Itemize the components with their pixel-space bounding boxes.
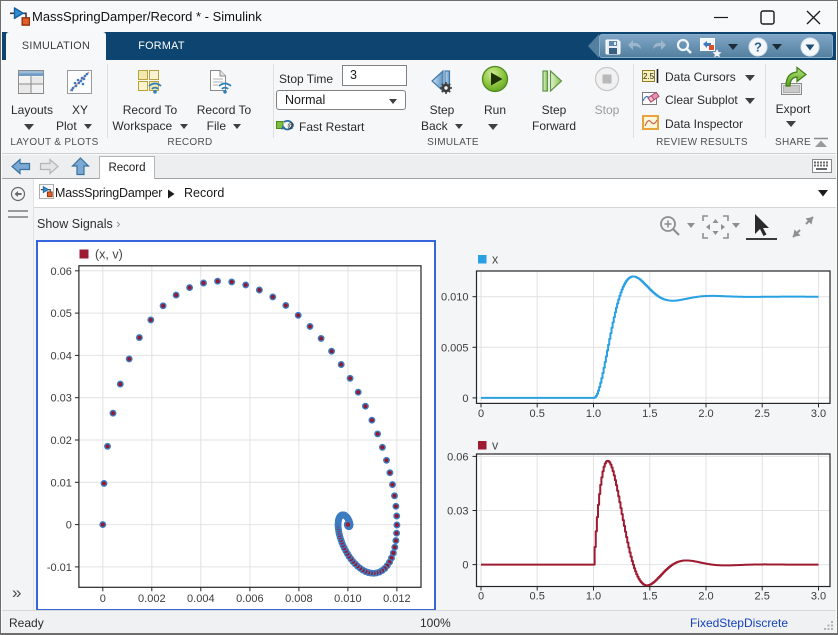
svg-text:1.5: 1.5: [642, 408, 657, 420]
svg-text:0.5: 0.5: [530, 591, 545, 603]
svg-text:0.05: 0.05: [50, 308, 71, 320]
svg-text:0: 0: [100, 593, 106, 605]
svg-text:0.02: 0.02: [50, 435, 71, 447]
svg-text:0.06: 0.06: [447, 451, 468, 463]
svg-text:1.0: 1.0: [586, 408, 601, 420]
svg-text:0.004: 0.004: [187, 593, 215, 605]
svg-text:v: v: [492, 439, 499, 453]
svg-text:0: 0: [462, 393, 468, 405]
svg-text:0: 0: [478, 591, 484, 603]
svg-text:0.03: 0.03: [447, 506, 468, 518]
svg-text:0.002: 0.002: [138, 593, 166, 605]
svg-text:0.010: 0.010: [441, 292, 469, 304]
svg-text:0: 0: [66, 520, 72, 532]
svg-text:1.0: 1.0: [586, 591, 601, 603]
svg-text:0.5: 0.5: [530, 408, 545, 420]
svg-text:0.06: 0.06: [50, 266, 71, 278]
svg-text:0.012: 0.012: [383, 593, 411, 605]
svg-text:2.0: 2.0: [698, 408, 713, 420]
svg-text:0.03: 0.03: [50, 393, 71, 405]
svg-text:x: x: [492, 253, 499, 267]
svg-text:-0.01: -0.01: [47, 562, 72, 574]
svg-text:2.0: 2.0: [698, 591, 713, 603]
svg-text:2.5: 2.5: [643, 72, 655, 81]
svg-text:2.5: 2.5: [755, 591, 770, 603]
svg-text:0.01: 0.01: [50, 477, 71, 489]
svg-text:@: @: [287, 123, 294, 130]
svg-text:0: 0: [478, 408, 484, 420]
svg-text:0.006: 0.006: [236, 593, 264, 605]
svg-text:3.0: 3.0: [811, 408, 826, 420]
svg-text:0: 0: [462, 560, 468, 572]
svg-text:?: ?: [754, 40, 762, 55]
svg-text:(x, v): (x, v): [95, 248, 123, 262]
svg-text:0.008: 0.008: [285, 593, 313, 605]
svg-text:0.005: 0.005: [441, 342, 469, 354]
svg-text:0.04: 0.04: [50, 350, 71, 362]
svg-text:2.5: 2.5: [755, 408, 770, 420]
svg-text:3.0: 3.0: [811, 591, 826, 603]
svg-text:1.5: 1.5: [642, 591, 657, 603]
svg-text:0.010: 0.010: [334, 593, 362, 605]
